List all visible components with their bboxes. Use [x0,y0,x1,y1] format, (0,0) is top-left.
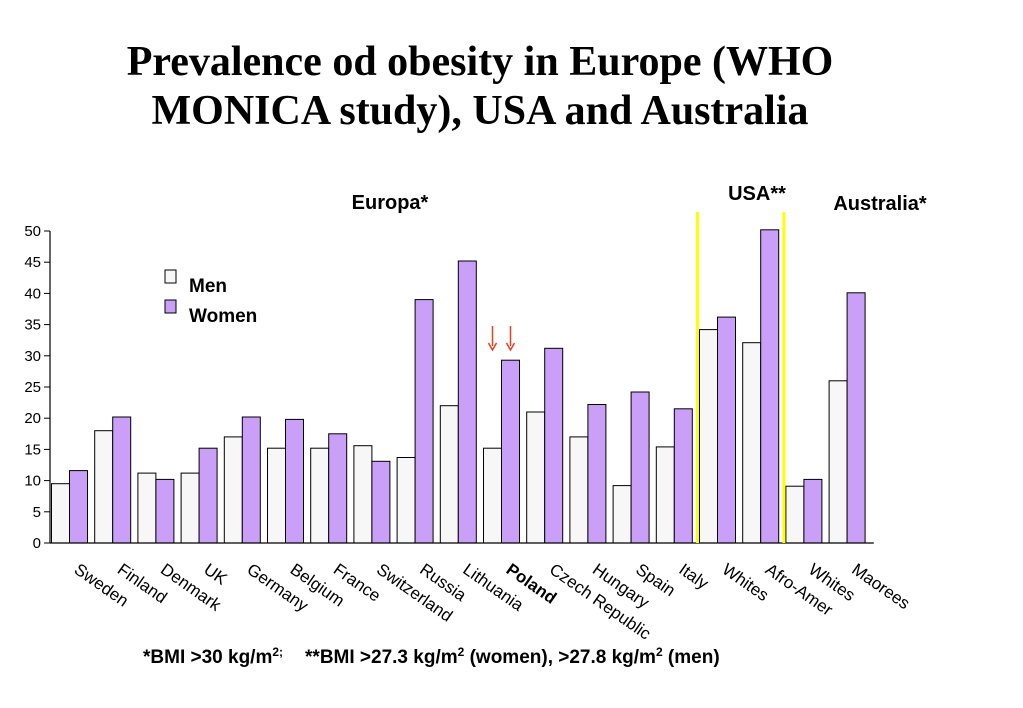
bar-women [155,478,175,544]
group-label: USA** [728,183,786,205]
legend-label: Men [189,276,227,297]
bar-men [353,445,373,544]
bar-women [112,416,132,544]
bar-women [717,316,736,544]
bar-men [655,446,675,544]
y-tick-label: 10 [24,473,41,490]
bar-women [803,478,823,544]
x-tick-label: Italy [676,560,713,594]
y-tick-label: 25 [24,379,41,396]
y-tick-label: 35 [24,317,41,334]
bar-women [501,359,520,544]
bar-men [828,380,848,544]
page-title: Prevalence od obesity in Europe (WHO MON… [126,39,834,134]
bar-women [673,408,693,544]
y-tick-label: 15 [24,441,41,458]
x-tick-label: Maorees [848,560,913,614]
bar-men [699,329,718,544]
annotation-arrow-head [487,342,498,352]
legend-swatch [164,269,177,284]
bar-men [483,447,502,544]
bar-women [414,299,434,544]
bar-men [180,472,200,544]
bar-women [241,416,261,544]
bar-women [198,447,218,544]
bar-women [760,229,780,544]
group-label: Australia* [833,193,927,215]
footnote-usa-suffix: (men) [662,647,720,668]
y-tick-label: 30 [24,348,41,365]
footnote-usa: **BMI >27.3 kg/m [305,647,458,668]
annotation-arrow-head [505,342,516,352]
bar-women [371,460,391,544]
y-tick-label: 45 [24,254,41,271]
bar-women [544,347,564,544]
bar-women [846,292,866,544]
bar-women [285,418,304,544]
bar-women [328,433,348,544]
bar-men [94,430,114,544]
bar-women [457,260,477,544]
bar-men [51,483,70,544]
bar-women [69,470,88,544]
bar-men [267,447,286,544]
group-label: Europa* [352,192,429,214]
footnote-europe-australia: *BMI >30 kg/m [143,647,273,668]
bar-men [223,436,243,544]
y-tick-label: 40 [24,285,41,302]
bar-women [630,391,650,544]
bar-women [587,404,607,544]
bar-men [742,342,762,544]
footnote-usa-sup: 2 [457,645,465,659]
footnote-usa-mid: (women), >27.8 kg/m [464,647,656,668]
footnote-europe-sup: 2; [272,645,284,659]
bar-men [396,457,416,544]
legend-swatch [164,299,177,314]
legend-label: Women [189,306,257,327]
bar-men [526,411,546,544]
bar-men [785,485,805,544]
footnote-usa-sup2: 2 [655,645,663,659]
bar-men [137,472,157,544]
y-tick-label: 5 [33,504,41,521]
bar-men [612,485,632,544]
bar-men [310,447,330,544]
y-tick-label: 0 [33,535,41,552]
y-tick-label: 20 [24,410,41,427]
bar-men [569,436,589,544]
y-tick-label: 50 [24,223,41,240]
x-tick-label: Whites [719,560,772,605]
bar-men [439,405,459,544]
bmi-footnote: *BMI >30 kg/m2; **BMI >27.3 kg/m2 (women)… [143,645,720,669]
